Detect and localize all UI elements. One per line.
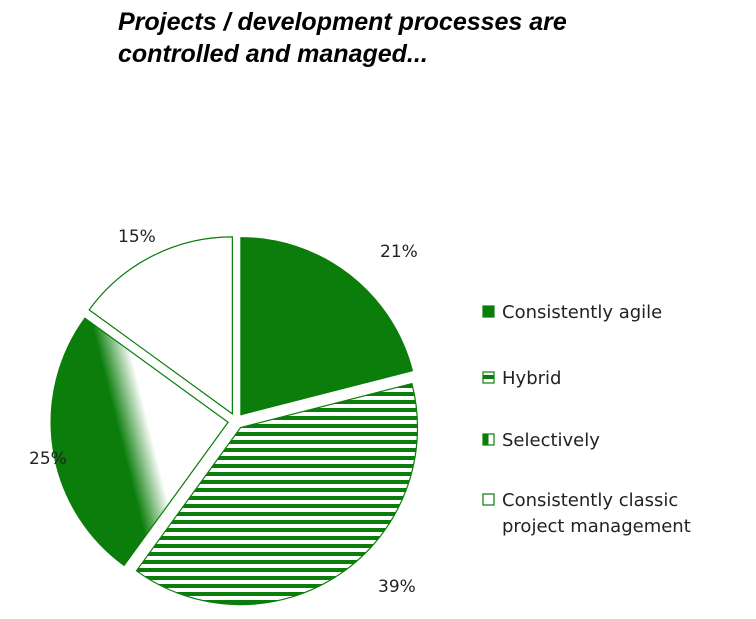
legend-label: Consistently classic xyxy=(502,490,678,511)
legend-label: Hybrid xyxy=(502,368,561,389)
pie-slice-selectively xyxy=(50,317,229,567)
chart-title: Projects / development processes are con… xyxy=(118,6,738,70)
pie-slice-consistently-classic-project-management xyxy=(88,236,233,416)
legend: Consistently agile Hybrid Selectively Consi… xyxy=(482,302,691,537)
legend-item: Consistently classic project management xyxy=(482,490,691,537)
legend-item: Selectively xyxy=(482,430,600,451)
pie-slice-hybrid xyxy=(135,382,419,606)
legend-marker-stripe xyxy=(483,375,494,379)
legend-item: Hybrid xyxy=(482,368,561,389)
legend-marker-icon xyxy=(482,493,495,506)
legend-label: Selectively xyxy=(502,430,600,451)
legend-marker-icon xyxy=(482,305,495,318)
slice-percent-label: 39% xyxy=(378,577,416,597)
slice-percent-label: 21% xyxy=(380,242,418,262)
legend-label: project management xyxy=(502,516,691,537)
legend-item: Consistently agile xyxy=(482,302,662,323)
pie-slice-labels: 21% 39% 25% 15% xyxy=(29,227,418,597)
slice-percent-label: 15% xyxy=(118,227,156,247)
pie-slice-consistently-agile xyxy=(240,237,414,416)
chart-title-line-2: controlled and managed... xyxy=(118,40,428,68)
legend-marker-half xyxy=(483,434,489,445)
legend-label: Consistently agile xyxy=(502,302,662,323)
slice-percent-label: 25% xyxy=(29,449,67,469)
pie-slices xyxy=(50,236,419,606)
chart-title-line-1: Projects / development processes are xyxy=(118,8,567,36)
